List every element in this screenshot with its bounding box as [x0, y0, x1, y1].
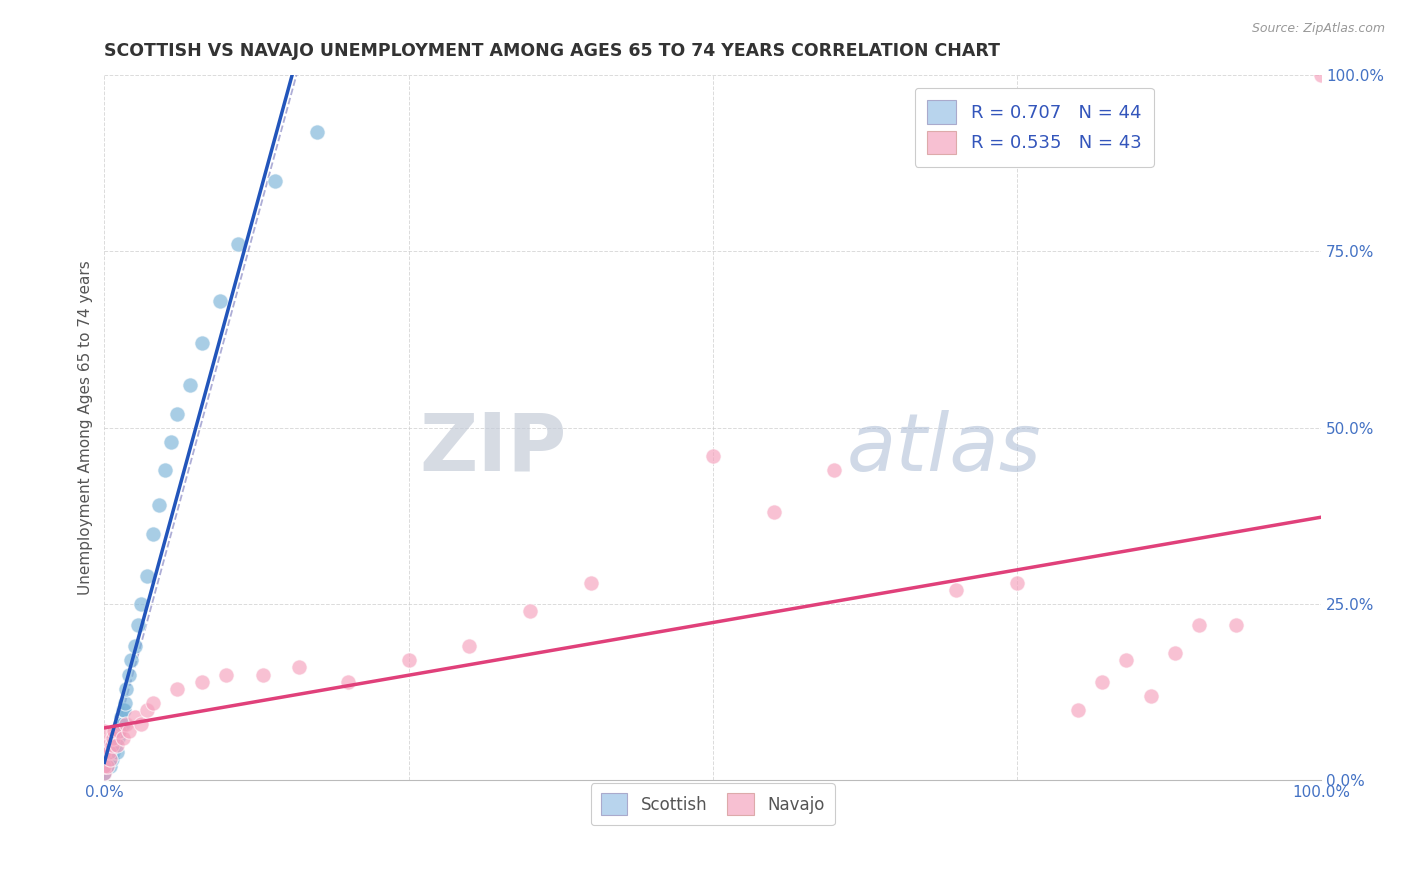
Point — [148, 498, 170, 512]
Point — [107, 731, 129, 745]
Point — [114, 696, 136, 710]
Point — [115, 717, 138, 731]
Point — [142, 526, 165, 541]
Point — [108, 723, 131, 738]
Point — [263, 174, 285, 188]
Point — [110, 710, 132, 724]
Point — [1067, 703, 1090, 717]
Point — [111, 717, 134, 731]
Point — [93, 723, 115, 738]
Point — [190, 674, 212, 689]
Point — [398, 653, 420, 667]
Point — [93, 759, 115, 773]
Point — [1115, 653, 1137, 667]
Point — [101, 745, 124, 759]
Point — [93, 759, 115, 773]
Point — [93, 766, 115, 780]
Point — [105, 738, 128, 752]
Point — [1139, 689, 1161, 703]
Point — [93, 766, 115, 780]
Point — [105, 723, 128, 738]
Point — [108, 717, 131, 731]
Point — [98, 745, 121, 759]
Point — [179, 378, 201, 392]
Point — [108, 723, 131, 738]
Point — [190, 336, 212, 351]
Point — [100, 738, 122, 752]
Y-axis label: Unemployment Among Ages 65 to 74 years: Unemployment Among Ages 65 to 74 years — [79, 260, 93, 595]
Point — [762, 505, 785, 519]
Point — [93, 759, 115, 773]
Text: ZIP: ZIP — [419, 410, 567, 488]
Legend: Scottish, Navajo: Scottish, Navajo — [591, 783, 835, 825]
Point — [166, 407, 188, 421]
Point — [215, 667, 238, 681]
Point — [1310, 68, 1333, 82]
Point — [136, 703, 159, 717]
Point — [1005, 575, 1028, 590]
Point — [118, 723, 141, 738]
Point — [160, 434, 183, 449]
Point — [104, 731, 127, 745]
Point — [155, 463, 177, 477]
Point — [336, 674, 359, 689]
Point — [111, 703, 134, 717]
Point — [124, 710, 146, 724]
Point — [1164, 646, 1187, 660]
Point — [100, 745, 122, 759]
Point — [96, 759, 118, 773]
Point — [103, 731, 125, 745]
Point — [93, 745, 115, 759]
Point — [112, 703, 135, 717]
Point — [100, 759, 122, 773]
Text: Source: ZipAtlas.com: Source: ZipAtlas.com — [1251, 22, 1385, 36]
Point — [307, 125, 329, 139]
Point — [1188, 618, 1211, 632]
Point — [136, 569, 159, 583]
Point — [127, 618, 149, 632]
Point — [124, 640, 146, 654]
Point — [945, 582, 967, 597]
Point — [111, 731, 134, 745]
Point — [519, 604, 541, 618]
Point — [129, 597, 152, 611]
Point — [93, 766, 115, 780]
Point — [93, 738, 115, 752]
Point — [129, 717, 152, 731]
Point — [96, 759, 118, 773]
Point — [1225, 618, 1247, 632]
Point — [120, 653, 142, 667]
Point — [98, 752, 121, 766]
Point — [208, 293, 231, 308]
Point — [1091, 674, 1114, 689]
Point — [166, 681, 188, 696]
Point — [97, 752, 120, 766]
Point — [105, 745, 128, 759]
Point — [226, 237, 249, 252]
Point — [103, 723, 125, 738]
Text: SCOTTISH VS NAVAJO UNEMPLOYMENT AMONG AGES 65 TO 74 YEARS CORRELATION CHART: SCOTTISH VS NAVAJO UNEMPLOYMENT AMONG AG… — [104, 42, 1001, 60]
Point — [101, 731, 124, 745]
Point — [115, 681, 138, 696]
Point — [142, 696, 165, 710]
Text: atlas: atlas — [846, 410, 1042, 488]
Point — [579, 575, 602, 590]
Point — [100, 752, 122, 766]
Point — [702, 449, 724, 463]
Point — [252, 667, 274, 681]
Point — [100, 738, 122, 752]
Point — [93, 752, 115, 766]
Point — [103, 738, 125, 752]
Point — [288, 660, 311, 674]
Point — [118, 667, 141, 681]
Point — [458, 640, 481, 654]
Point — [823, 463, 845, 477]
Point — [100, 752, 122, 766]
